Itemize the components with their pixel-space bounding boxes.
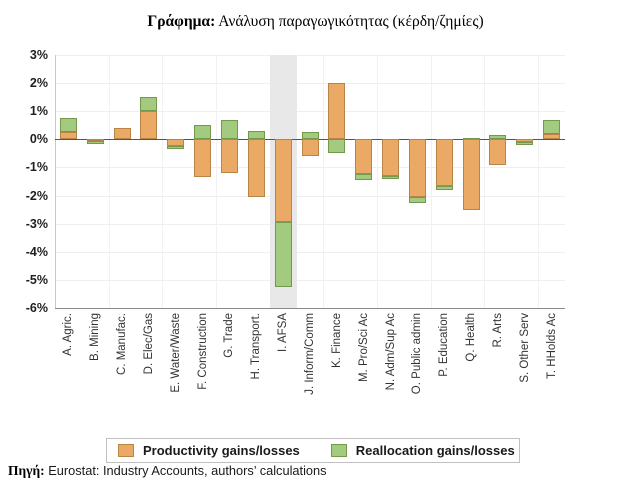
bar-productivity	[113, 128, 131, 140]
legend-swatch-reallocation	[330, 444, 347, 457]
chart-title: Γράφημα: Ανάλυση παραγωγικότητας (κέρδη/…	[0, 13, 631, 31]
bar-productivity	[140, 111, 158, 140]
y-axis-tick-label: 0%	[29, 132, 48, 147]
bar-productivity	[301, 139, 319, 157]
x-gridline	[216, 55, 218, 308]
x-axis-category-label: I. AFSA	[277, 313, 290, 352]
x-axis-category-label: T. HHolds Ac	[545, 313, 558, 379]
bar-productivity	[328, 83, 346, 140]
bar-reallocation	[516, 142, 534, 145]
bar-reallocation	[408, 196, 426, 203]
x-axis-category-label: M. Pro/Sci Ac	[357, 313, 370, 383]
source-note-prefix: Πηγή:	[8, 463, 45, 478]
y-gridline	[55, 111, 565, 113]
bar-productivity	[59, 132, 77, 140]
x-axis-category-label: J. Inform/Comm	[304, 313, 316, 395]
bar-productivity	[194, 139, 212, 178]
legend-label-productivity: Productivity gains/losses	[143, 443, 300, 458]
bar-reallocation	[543, 119, 561, 134]
bar-productivity	[220, 139, 238, 174]
x-gridline	[538, 55, 540, 308]
y-axis-tick-label: -1%	[25, 160, 48, 175]
x-axis-category-label: E. Water/Waste	[169, 313, 182, 393]
bar-productivity	[355, 139, 373, 175]
source-note: Πηγή: Eurostat: Industry Accounts, autho…	[8, 463, 327, 479]
y-axis-tick-label: 3%	[29, 48, 48, 62]
y-axis-tick-label: 1%	[29, 104, 48, 119]
y-gridline	[55, 83, 565, 85]
x-gridline	[377, 55, 379, 308]
y-gridline	[55, 55, 565, 56]
bar-reallocation	[140, 97, 158, 112]
x-axis-category-label: C. Manufac.	[116, 313, 129, 375]
y-axis-tick-label: -3%	[25, 216, 48, 231]
legend-swatch-productivity	[118, 444, 134, 457]
y-axis-tick-label: -6%	[25, 301, 48, 315]
bar-reallocation	[274, 222, 292, 287]
bar-productivity	[462, 139, 480, 210]
bar-reallocation	[167, 146, 185, 150]
x-axis-category-label: P. Education	[438, 313, 451, 377]
y-gridline	[55, 279, 565, 281]
bar-reallocation	[247, 130, 265, 140]
x-axis-line	[55, 308, 565, 309]
bar-productivity	[274, 139, 292, 223]
source-note-text: Eurostat: Industry Accounts, authors’ ca…	[44, 463, 327, 478]
bar-reallocation	[355, 174, 373, 181]
x-gridline	[484, 55, 486, 308]
x-gridline	[323, 55, 325, 308]
x-axis-category-label: K. Finance	[330, 313, 343, 368]
bar-productivity	[516, 139, 534, 143]
x-axis-category-label: R. Arts	[491, 313, 504, 348]
plot-area: 3% 2% 1% 0% -1% -2% -3% -4% -5% -6% A. Agric. B. Mi…	[25, 48, 565, 395]
bar-reallocation	[86, 140, 104, 144]
y-gridline	[55, 195, 565, 197]
bar-reallocation	[435, 185, 453, 190]
x-axis-category-label: A. Agric.	[62, 313, 75, 356]
bar-reallocation	[194, 125, 212, 140]
bar-reallocation	[489, 135, 507, 140]
x-axis-category-label: F. Construction	[196, 313, 209, 390]
bar-productivity	[86, 139, 104, 141]
x-axis-category-label: H. Transport.	[250, 313, 263, 380]
x-axis-category-label: D. Elec/Gas	[142, 313, 155, 375]
bar-reallocation	[382, 175, 400, 179]
bar-reallocation	[59, 118, 77, 133]
bar-reallocation	[220, 119, 238, 140]
bar-productivity	[435, 139, 453, 186]
x-gridline	[430, 55, 432, 308]
x-gridline	[108, 55, 110, 308]
y-axis-tick-label: -5%	[25, 272, 48, 287]
chart-title-prefix: Γράφημα:	[147, 13, 216, 30]
y-axis-tick-label: 2%	[29, 76, 48, 91]
bar-reallocation	[328, 139, 346, 154]
legend: Productivity gains/losses Reallocation g…	[106, 438, 520, 463]
y-axis-line	[55, 55, 56, 308]
x-axis-category-label: S. Other Serv	[518, 313, 531, 383]
x-axis-category-label: N. Adm/Sup Ac	[384, 313, 397, 391]
x-axis-category-label: O. Public admin	[411, 313, 424, 395]
y-axis-tick-label: -4%	[25, 244, 48, 259]
x-axis-category-label: G. Trade	[223, 313, 236, 358]
bar-productivity	[247, 139, 265, 197]
bar-productivity	[167, 139, 185, 147]
x-gridline	[162, 55, 164, 308]
legend-label-reallocation: Reallocation gains/losses	[355, 443, 515, 458]
x-axis-category-label: B. Mining	[89, 313, 102, 361]
bar-reallocation	[462, 137, 480, 140]
x-axis-category-label: Q. Health	[465, 313, 478, 362]
bar-reallocation	[301, 132, 319, 140]
chart-title-text: Ανάλυση παραγωγικότητας (κέρδη/ζημίες)	[215, 13, 484, 30]
y-gridline	[55, 167, 565, 169]
y-axis-tick-label: -2%	[25, 188, 48, 203]
bar-productivity	[489, 139, 507, 165]
y-gridline	[55, 223, 565, 225]
bar-productivity	[408, 139, 426, 197]
y-gridline	[55, 251, 565, 253]
bar-productivity	[543, 133, 561, 140]
bar-productivity	[382, 139, 400, 176]
